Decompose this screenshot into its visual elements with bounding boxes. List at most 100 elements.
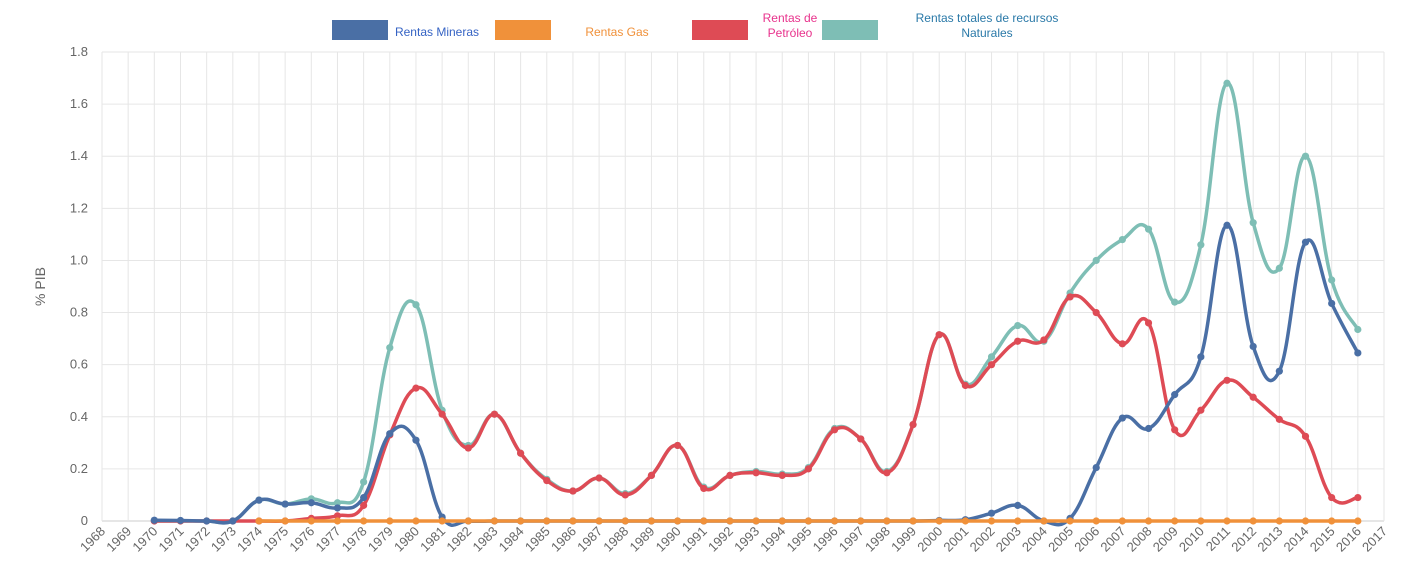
data-point	[229, 517, 237, 525]
data-point	[1144, 517, 1153, 525]
data-point	[1066, 517, 1074, 525]
data-point	[935, 517, 943, 525]
data-point	[935, 331, 943, 339]
data-point	[1223, 376, 1231, 384]
x-tick-label: 1989	[626, 524, 657, 555]
x-tick-label: 1979	[365, 524, 396, 555]
x-tick-label: 2000	[914, 524, 945, 555]
x-tick-label: 1972	[182, 524, 213, 555]
x-tick-label: 1999	[888, 524, 919, 555]
data-point	[752, 517, 760, 525]
data-point	[804, 517, 813, 525]
x-tick-label: 2014	[1281, 524, 1312, 555]
x-tick-label: 1988	[600, 524, 631, 555]
data-point	[543, 477, 551, 485]
x-tick-label: 2009	[1150, 524, 1181, 555]
data-point	[987, 353, 996, 361]
data-point	[909, 420, 917, 429]
data-point	[1354, 517, 1362, 525]
data-point	[1197, 406, 1205, 414]
data-point	[1249, 393, 1257, 401]
series-line	[152, 293, 1360, 523]
legend: Rentas Mineras Rentas Gas Rentas dePetróle…	[332, 11, 1058, 40]
data-point	[621, 491, 629, 499]
x-tick-label: 2016	[1333, 524, 1364, 555]
x-tick-label: 1985	[522, 524, 553, 555]
data-point	[412, 301, 420, 309]
data-point	[1249, 219, 1257, 227]
data-point	[1328, 517, 1336, 525]
x-tick-label: 2002	[967, 524, 998, 555]
data-point	[1144, 319, 1153, 327]
data-point	[1171, 426, 1179, 434]
x-tick-label: 1975	[260, 524, 291, 555]
data-point	[412, 436, 420, 444]
y-tick-label: 1.4	[70, 148, 88, 163]
x-tick-label: 1977	[313, 524, 344, 555]
x-tick-label: 1994	[757, 524, 788, 555]
x-tick-label: 1981	[417, 524, 448, 555]
data-point	[1040, 336, 1048, 344]
data-point	[1301, 517, 1310, 525]
data-point	[857, 435, 865, 443]
data-point	[621, 517, 629, 525]
data-point	[1354, 325, 1362, 334]
x-tick-label: 1982	[443, 524, 474, 555]
data-point	[203, 517, 211, 525]
data-point	[1092, 308, 1100, 317]
data-point	[1066, 293, 1074, 301]
data-point	[1092, 517, 1100, 525]
legend-label: Naturales	[961, 26, 1012, 40]
x-tick-label: 2013	[1254, 524, 1285, 555]
x-tick-label: 1987	[574, 524, 605, 555]
data-point	[857, 517, 865, 525]
x-tick-label: 2005	[1045, 524, 1076, 555]
x-tick-label: 1980	[391, 524, 422, 555]
data-point	[778, 517, 786, 525]
data-point	[176, 516, 185, 525]
y-tick-label: 1.0	[70, 252, 88, 267]
x-tick-label: 1978	[339, 524, 370, 555]
data-point	[255, 517, 263, 525]
data-point	[830, 426, 839, 434]
x-tick-label: 2010	[1176, 524, 1207, 555]
data-point	[1275, 415, 1283, 423]
data-point	[1249, 342, 1257, 351]
data-point	[569, 517, 577, 525]
data-point	[752, 469, 760, 477]
data-point	[1014, 517, 1022, 525]
data-point	[830, 517, 839, 525]
data-point	[1354, 349, 1362, 357]
x-tick-label: 1991	[679, 524, 710, 555]
legend-label: Rentas totales de recursos	[916, 11, 1059, 25]
data-point	[1328, 493, 1336, 502]
data-point	[1092, 256, 1100, 265]
data-point	[1223, 221, 1231, 229]
data-point	[1118, 236, 1126, 244]
data-point	[883, 517, 891, 525]
x-tick-label: 1974	[234, 524, 265, 555]
x-tick-label: 1992	[705, 524, 736, 555]
legend-item: Rentas Gas	[495, 20, 649, 40]
data-point	[1223, 517, 1231, 525]
data-point	[1014, 501, 1022, 509]
data-point	[647, 471, 656, 480]
data-point	[700, 484, 708, 493]
x-tick-label: 1993	[731, 524, 762, 555]
x-tick-label: 2001	[940, 524, 971, 555]
x-tick-label: 1968	[77, 524, 108, 555]
legend-swatch	[822, 20, 878, 40]
data-point	[673, 441, 682, 450]
legend-swatch	[692, 20, 748, 40]
x-tick-label: 1990	[653, 524, 684, 555]
data-point	[1275, 264, 1283, 272]
data-point	[386, 517, 394, 525]
legend-swatch	[332, 20, 388, 40]
data-point	[543, 517, 551, 525]
legend-label: Petróleo	[768, 26, 813, 40]
data-point	[333, 504, 342, 512]
y-tick-label: 1.2	[70, 200, 88, 215]
x-tick-label: 1976	[286, 524, 317, 555]
